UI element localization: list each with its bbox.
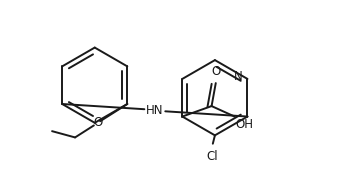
Text: N: N xyxy=(234,70,242,83)
Text: Cl: Cl xyxy=(206,150,218,163)
Text: O: O xyxy=(211,65,220,78)
Text: OH: OH xyxy=(236,118,254,131)
Text: HN: HN xyxy=(146,104,164,117)
Text: O: O xyxy=(93,116,103,129)
